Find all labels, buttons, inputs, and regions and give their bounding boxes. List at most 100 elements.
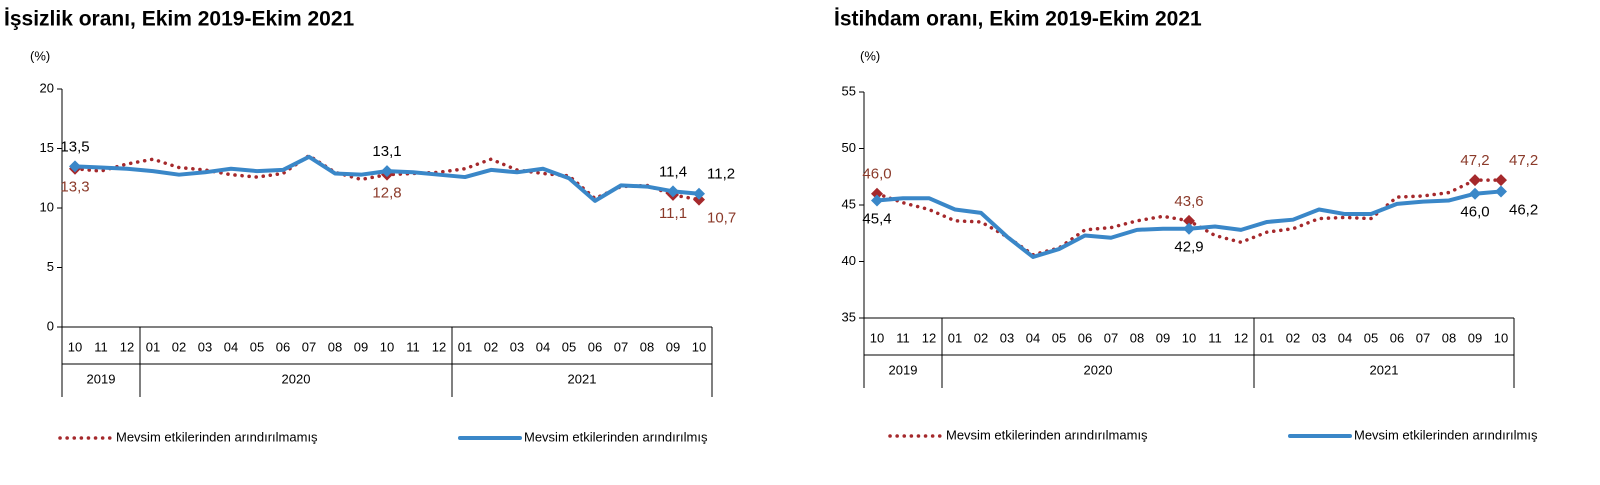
- data-label: 46,0: [862, 166, 891, 183]
- legend-label: Mevsim etkilerinden arındırılmamış: [116, 429, 318, 444]
- x-tick-label: 10: [68, 339, 82, 354]
- x-tick-label: 07: [302, 339, 316, 354]
- x-tick-label: 06: [1390, 330, 1404, 345]
- x-tick-label: 06: [1078, 330, 1092, 345]
- chart-title: İşsizlik oranı, Ekim 2019-Ekim 2021: [4, 8, 355, 31]
- x-tick-label: 02: [484, 339, 498, 354]
- x-tick-label: 04: [1026, 330, 1040, 345]
- data-label: 46,2: [1509, 201, 1538, 218]
- data-label: 11,1: [659, 205, 687, 222]
- y-axis-label: (%): [860, 48, 880, 63]
- data-label: 13,5: [60, 138, 89, 155]
- x-tick-label: 01: [458, 339, 472, 354]
- y-tick-label: 5: [47, 259, 54, 274]
- point-marker: [667, 185, 679, 198]
- point-marker: [381, 165, 393, 178]
- x-tick-label: 12: [432, 339, 446, 354]
- x-tick-label: 04: [536, 339, 550, 354]
- data-label: 42,9: [1174, 239, 1203, 256]
- x-tick-label: 03: [1000, 330, 1014, 345]
- x-tick-label: 02: [974, 330, 988, 345]
- x-tick-label: 01: [146, 339, 160, 354]
- x-tick-label: 03: [510, 339, 524, 354]
- point-marker: [1495, 185, 1507, 198]
- x-tick-label: 03: [1312, 330, 1326, 345]
- data-label: 47,2: [1509, 152, 1538, 169]
- x-tick-label: 06: [276, 339, 290, 354]
- data-label: 12,8: [372, 185, 401, 202]
- year-label: 2021: [568, 371, 597, 386]
- x-tick-label: 01: [948, 330, 962, 345]
- y-tick-label: 55: [842, 83, 856, 98]
- x-tick-label: 09: [354, 339, 368, 354]
- year-label: 2021: [1370, 362, 1399, 377]
- x-tick-label: 11: [1208, 330, 1222, 345]
- x-tick-label: 02: [172, 339, 186, 354]
- y-tick-label: 50: [842, 140, 856, 155]
- point-marker: [693, 187, 705, 200]
- x-tick-label: 11: [896, 330, 910, 345]
- x-tick-label: 09: [1156, 330, 1170, 345]
- x-tick-label: 12: [120, 339, 134, 354]
- data-label: 43,6: [1174, 193, 1203, 210]
- x-tick-label: 03: [198, 339, 212, 354]
- x-tick-label: 08: [1130, 330, 1144, 345]
- x-tick-label: 10: [380, 339, 394, 354]
- x-tick-label: 08: [328, 339, 342, 354]
- data-label: 11,4: [659, 163, 687, 180]
- legend-label: Mevsim etkilerinden arındırılmış: [524, 429, 708, 444]
- y-tick-label: 40: [842, 253, 856, 268]
- point-marker: [871, 194, 883, 207]
- data-label: 13,3: [60, 179, 89, 196]
- x-tick-label: 11: [94, 339, 108, 354]
- x-tick-label: 10: [692, 339, 706, 354]
- y-axis-label: (%): [30, 48, 50, 63]
- data-label: 46,0: [1460, 204, 1489, 221]
- x-tick-label: 02: [1286, 330, 1300, 345]
- y-tick-label: 20: [40, 80, 54, 95]
- point-marker: [1469, 174, 1481, 187]
- x-tick-label: 05: [1052, 330, 1066, 345]
- point-marker: [1183, 222, 1195, 235]
- y-tick-label: 10: [40, 199, 54, 214]
- x-tick-label: 08: [640, 339, 654, 354]
- point-marker: [1495, 174, 1507, 187]
- x-tick-label: 12: [1234, 330, 1248, 345]
- x-tick-label: 07: [614, 339, 628, 354]
- x-tick-label: 10: [1182, 330, 1196, 345]
- x-tick-label: 07: [1104, 330, 1118, 345]
- year-label: 2020: [1084, 362, 1113, 377]
- chart-title: İstihdam oranı, Ekim 2019-Ekim 2021: [834, 8, 1202, 31]
- data-label: 10,7: [707, 210, 736, 227]
- x-tick-label: 10: [1494, 330, 1508, 345]
- x-tick-label: 09: [666, 339, 680, 354]
- y-tick-label: 45: [842, 196, 856, 211]
- point-marker: [1469, 187, 1481, 200]
- x-tick-label: 10: [870, 330, 884, 345]
- x-tick-label: 05: [250, 339, 264, 354]
- x-tick-label: 04: [1338, 330, 1352, 345]
- year-label: 2019: [889, 362, 918, 377]
- y-tick-label: 35: [842, 309, 856, 324]
- legend-label: Mevsim etkilerinden arındırılmış: [1354, 427, 1538, 442]
- y-tick-label: 15: [40, 140, 54, 155]
- year-label: 2019: [87, 371, 116, 386]
- x-tick-label: 09: [1468, 330, 1482, 345]
- data-label: 13,1: [372, 143, 401, 160]
- x-tick-label: 12: [922, 330, 936, 345]
- legend-label: Mevsim etkilerinden arındırılmamış: [946, 427, 1148, 442]
- data-label: 47,2: [1460, 152, 1489, 169]
- data-label: 45,4: [862, 210, 891, 227]
- x-tick-label: 08: [1442, 330, 1456, 345]
- year-label: 2020: [282, 371, 311, 386]
- data-label: 11,2: [707, 166, 735, 183]
- x-tick-label: 05: [562, 339, 576, 354]
- x-tick-label: 07: [1416, 330, 1430, 345]
- x-tick-label: 11: [406, 339, 420, 354]
- x-tick-label: 05: [1364, 330, 1378, 345]
- x-tick-label: 04: [224, 339, 238, 354]
- point-marker: [69, 160, 81, 173]
- point-marker: [871, 187, 883, 200]
- x-tick-label: 06: [588, 339, 602, 354]
